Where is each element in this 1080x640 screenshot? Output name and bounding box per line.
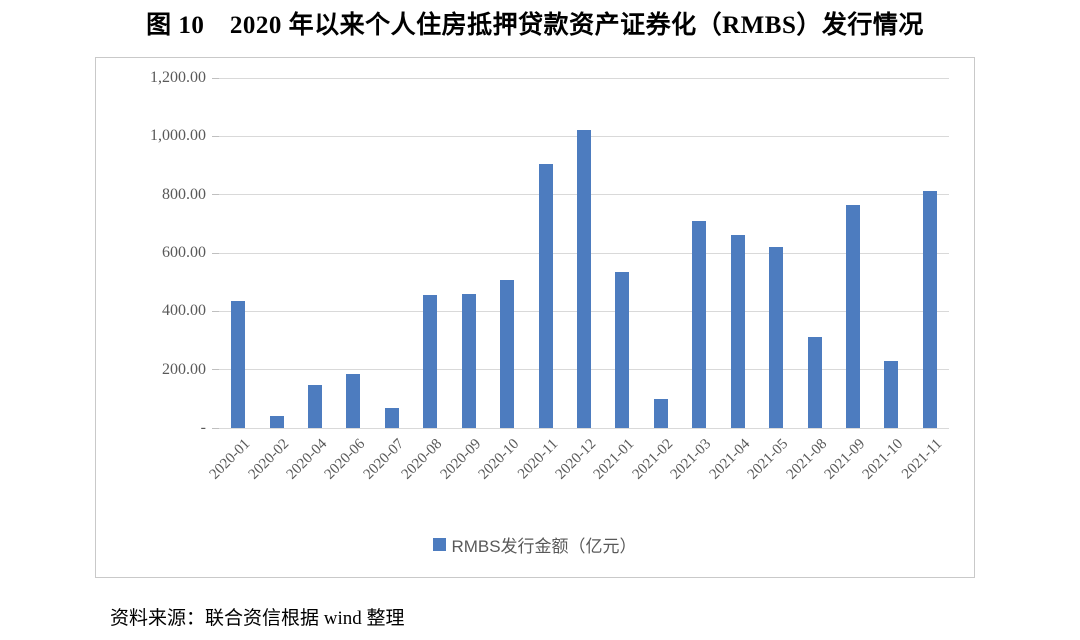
bar-2020-10 bbox=[500, 280, 515, 428]
bar-2021-01 bbox=[615, 271, 630, 428]
bar-2021-03 bbox=[692, 220, 707, 428]
y-axis-tick-200 bbox=[212, 369, 219, 371]
gridline-1200 bbox=[219, 77, 949, 79]
figure-title: 图 10 2020 年以来个人住房抵押贷款资产证券化（RMBS）发行情况 bbox=[146, 12, 924, 39]
bar-2021-08 bbox=[807, 337, 822, 428]
bar-2021-10 bbox=[884, 360, 899, 428]
y-axis-tick-400 bbox=[212, 310, 219, 312]
bar-2020-11 bbox=[538, 164, 553, 428]
y-axis-label-1200: 1,200.00 bbox=[150, 69, 206, 86]
y-axis-label-200: 200.00 bbox=[162, 360, 206, 378]
bar-2021-04 bbox=[730, 234, 745, 428]
bar-2021-11 bbox=[922, 191, 937, 428]
bar-2020-02 bbox=[269, 416, 284, 428]
y-axis-label-1000: 1,000.00 bbox=[150, 127, 206, 145]
bar-2020-06 bbox=[346, 373, 361, 428]
bar-2021-05 bbox=[769, 247, 784, 428]
bar-2020-12 bbox=[577, 129, 591, 428]
bar-2021-02 bbox=[653, 398, 668, 428]
y-axis-tick-0 bbox=[212, 427, 219, 429]
y-axis-tick-600 bbox=[212, 252, 219, 254]
y-axis-tick-800 bbox=[212, 194, 219, 196]
bar-2021-09 bbox=[845, 204, 860, 428]
chart-frame: RMBS发行金额（亿元） - 200.00 400.00 600.00 800.00 1,… bbox=[95, 57, 975, 578]
plot-area bbox=[219, 77, 949, 429]
legend-label: RMBS发行金额（亿元） bbox=[451, 537, 637, 556]
bar-2020-07 bbox=[384, 408, 399, 428]
legend-swatch-icon bbox=[433, 538, 447, 551]
gridline-0 bbox=[219, 427, 949, 429]
bar-2020-08 bbox=[423, 294, 438, 428]
y-axis-label-800: 800.00 bbox=[162, 185, 206, 203]
bar-2020-04 bbox=[308, 384, 323, 428]
bar-2020-09 bbox=[461, 293, 476, 428]
source-note: 资料来源：联合资信根据 wind 整理 bbox=[110, 608, 405, 629]
y-axis-label-0: - bbox=[200, 419, 206, 436]
chart-legend: RMBS发行金额（亿元） bbox=[96, 532, 974, 557]
y-axis-tick-1000 bbox=[212, 135, 219, 137]
y-axis-label-400: 400.00 bbox=[162, 302, 206, 320]
y-axis-label-600: 600.00 bbox=[162, 244, 206, 261]
bar-2020-01 bbox=[231, 301, 246, 428]
y-axis-tick-1200 bbox=[212, 77, 219, 79]
